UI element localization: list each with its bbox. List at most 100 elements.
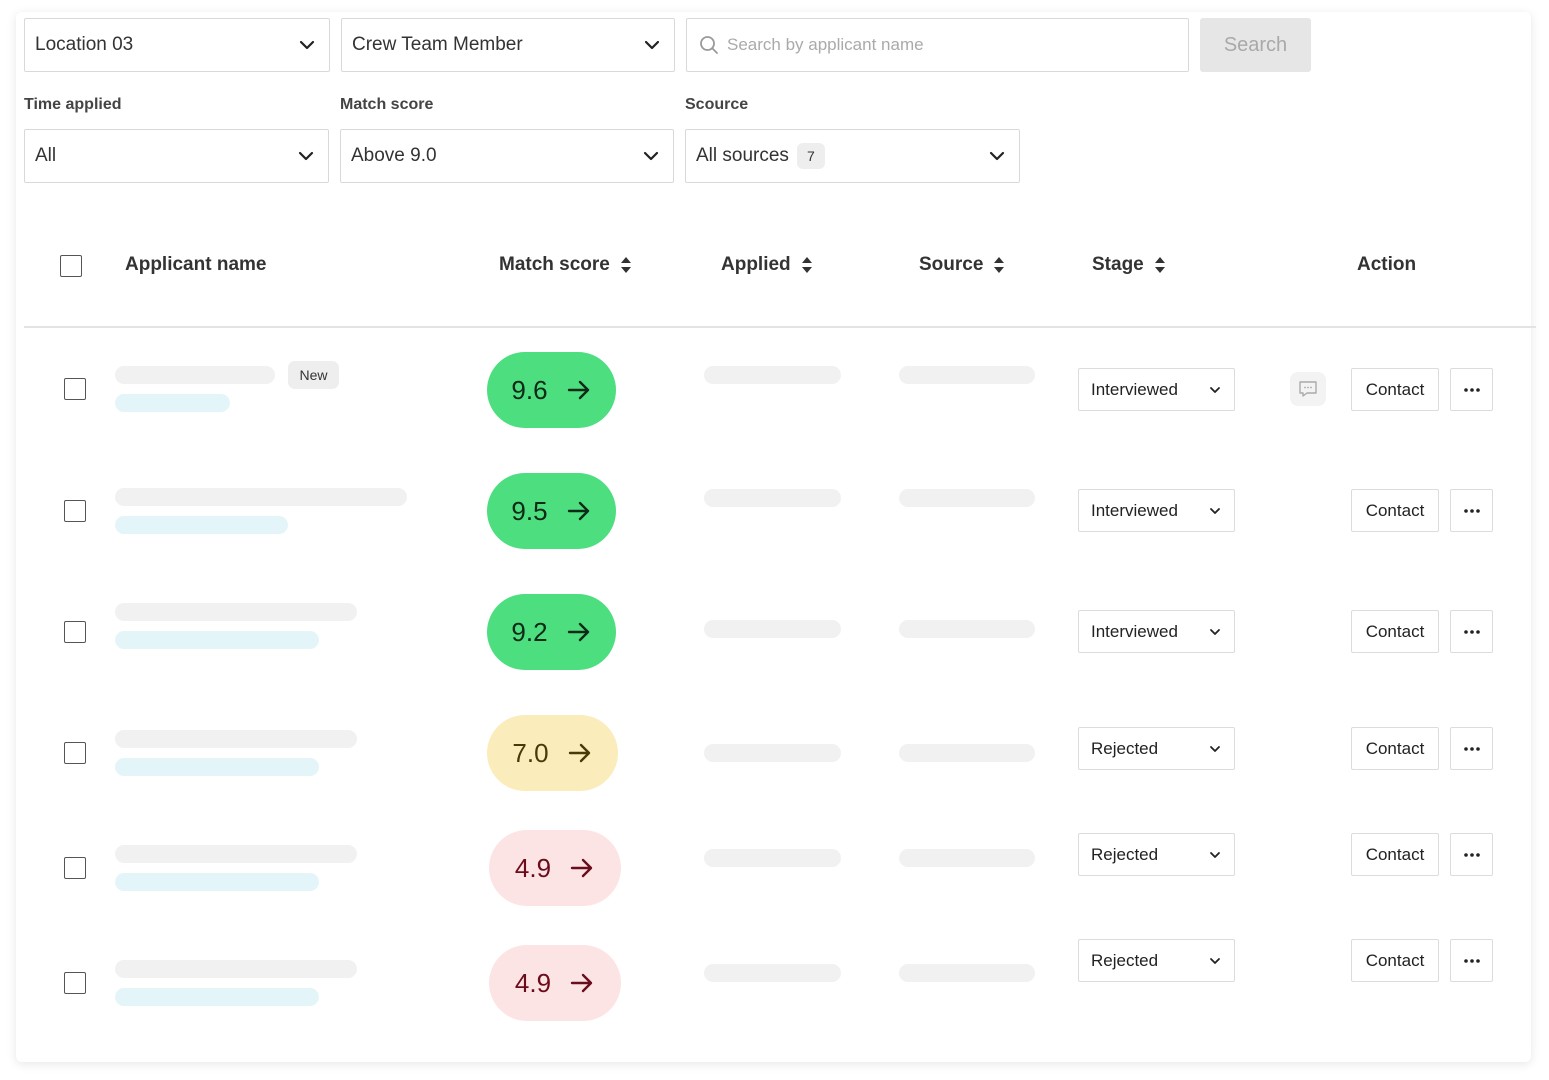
search-icon <box>700 36 718 54</box>
column-header-source-label: Source <box>919 254 984 275</box>
match-score-pill[interactable]: 4.9 <box>489 945 621 1021</box>
new-badge: New <box>288 361 339 389</box>
column-header-action: Action <box>1357 254 1416 276</box>
column-header-action-label: Action <box>1357 254 1417 275</box>
applied-placeholder <box>704 964 841 982</box>
match-score-value: Above 9.0 <box>351 145 437 166</box>
contact-button[interactable]: Contact <box>1351 610 1439 653</box>
arrow-right-icon <box>567 501 589 521</box>
comment-icon <box>1299 381 1317 397</box>
row-checkbox[interactable] <box>64 972 86 994</box>
chevron-down-icon <box>644 40 660 50</box>
contact-button[interactable]: Contact <box>1351 489 1439 532</box>
contact-button[interactable]: Contact <box>1351 368 1439 411</box>
location-select[interactable]: Location 03 <box>24 18 330 72</box>
chevron-down-icon <box>299 40 315 50</box>
sort-icon[interactable] <box>993 256 1005 274</box>
stage-select[interactable]: Interviewed <box>1078 368 1235 411</box>
applicant-name-placeholder <box>115 845 357 863</box>
chevron-down-icon <box>1210 386 1220 393</box>
column-header-match-score[interactable]: Match score <box>499 254 632 276</box>
row-checkbox[interactable] <box>64 742 86 764</box>
stage-value: Rejected <box>1091 844 1159 864</box>
more-actions-button[interactable] <box>1450 833 1493 876</box>
more-actions-button[interactable] <box>1450 939 1493 982</box>
comment-button[interactable] <box>1290 372 1326 406</box>
stage-value: Rejected <box>1091 950 1159 970</box>
match-score-pill[interactable]: 9.2 <box>487 594 616 670</box>
more-actions-button[interactable] <box>1450 727 1493 770</box>
more-horizontal-icon <box>1463 852 1480 857</box>
source-count-badge: 7 <box>796 143 825 169</box>
location-select-value: Location 03 <box>35 34 134 55</box>
more-horizontal-icon <box>1463 958 1480 963</box>
row-checkbox[interactable] <box>64 378 86 400</box>
row-checkbox[interactable] <box>64 857 86 879</box>
source-label: Scource <box>685 96 749 113</box>
column-header-name-label: Applicant name <box>125 254 267 275</box>
column-header-match-score-label: Match score <box>499 254 610 275</box>
match-score-value: 4.9 <box>514 852 552 883</box>
match-score-pill[interactable]: 7.0 <box>487 715 618 791</box>
source-select[interactable]: All sources 7 <box>685 129 1020 183</box>
source-placeholder <box>899 744 1035 762</box>
applicant-subtitle-placeholder <box>115 873 319 891</box>
contact-button[interactable]: Contact <box>1351 833 1439 876</box>
more-actions-button[interactable] <box>1450 489 1493 532</box>
chevron-down-icon <box>1210 851 1220 858</box>
time-applied-value: All <box>35 145 57 166</box>
applicant-subtitle-placeholder <box>115 988 319 1006</box>
sort-icon[interactable] <box>620 256 632 274</box>
stage-select[interactable]: Rejected <box>1078 833 1235 876</box>
source-placeholder <box>899 620 1035 638</box>
source-value-text: All sources <box>696 145 789 166</box>
role-select[interactable]: Crew Team Member <box>341 18 675 72</box>
applicant-subtitle-placeholder <box>115 516 288 534</box>
stage-value: Interviewed <box>1091 621 1178 641</box>
row-checkbox[interactable] <box>64 500 86 522</box>
row-checkbox[interactable] <box>64 621 86 643</box>
stage-select[interactable]: Interviewed <box>1078 489 1235 532</box>
applied-placeholder <box>704 744 841 762</box>
more-horizontal-icon <box>1463 387 1480 392</box>
applicant-search-field[interactable] <box>686 18 1189 72</box>
chevron-down-icon <box>643 151 659 161</box>
applicant-name-placeholder <box>115 488 407 506</box>
applicant-name-placeholder <box>115 730 357 748</box>
chevron-down-icon <box>1210 957 1220 964</box>
stage-select[interactable]: Rejected <box>1078 939 1235 982</box>
search-button[interactable]: Search <box>1200 18 1311 72</box>
match-score-pill[interactable]: 9.6 <box>487 352 616 428</box>
source-placeholder <box>899 849 1035 867</box>
arrow-right-icon <box>570 858 593 878</box>
match-score-pill[interactable]: 9.5 <box>487 473 616 549</box>
stage-value: Interviewed <box>1091 379 1178 399</box>
contact-button[interactable]: Contact <box>1351 939 1439 982</box>
stage-select[interactable]: Interviewed <box>1078 610 1235 653</box>
sort-icon[interactable] <box>1154 256 1166 274</box>
sort-icon[interactable] <box>801 256 813 274</box>
column-header-applied[interactable]: Applied <box>721 254 813 276</box>
applicant-name-placeholder <box>115 603 357 621</box>
match-score-pill[interactable]: 4.9 <box>489 830 621 906</box>
role-select-value: Crew Team Member <box>352 34 523 55</box>
column-header-source[interactable]: Source <box>919 254 1005 276</box>
stage-select[interactable]: Rejected <box>1078 727 1235 770</box>
search-input[interactable] <box>727 35 1176 55</box>
applied-placeholder <box>704 489 841 507</box>
arrow-right-icon <box>567 380 589 400</box>
select-all-checkbox[interactable] <box>60 255 82 277</box>
arrow-right-icon <box>568 743 590 763</box>
applied-placeholder <box>704 849 841 867</box>
contact-button[interactable]: Contact <box>1351 727 1439 770</box>
time-applied-select[interactable]: All <box>24 129 329 183</box>
applicant-subtitle-placeholder <box>115 631 319 649</box>
arrow-right-icon <box>567 622 589 642</box>
source-placeholder <box>899 366 1035 384</box>
more-actions-button[interactable] <box>1450 610 1493 653</box>
match-score-select[interactable]: Above 9.0 <box>340 129 674 183</box>
more-actions-button[interactable] <box>1450 368 1493 411</box>
match-score-value: 7.0 <box>512 737 549 768</box>
column-header-name: Applicant name <box>125 254 266 276</box>
column-header-stage[interactable]: Stage <box>1092 254 1166 276</box>
